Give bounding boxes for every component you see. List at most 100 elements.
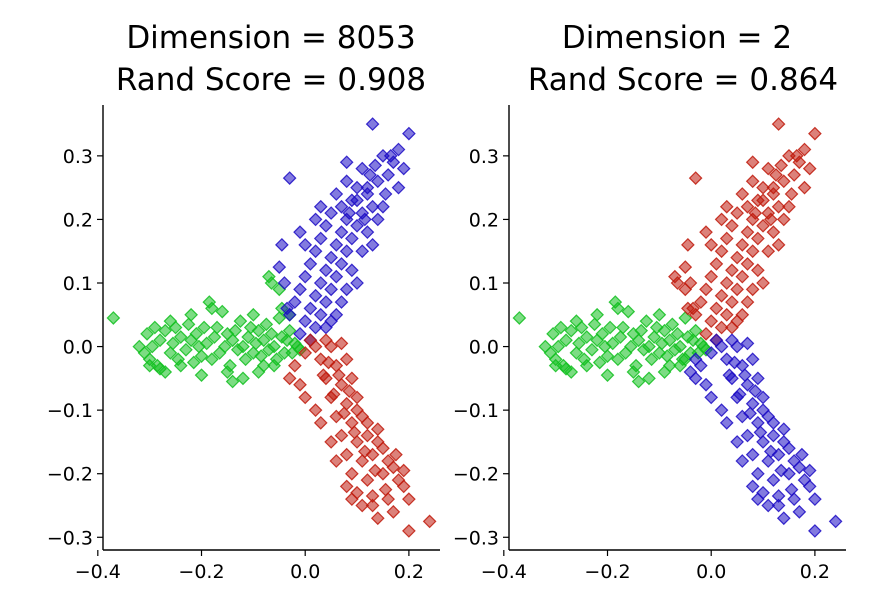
scatter-point <box>751 371 765 386</box>
scatter-point <box>267 339 281 354</box>
scatter-point <box>652 346 667 360</box>
scatter-point <box>745 352 760 367</box>
scatter-point <box>569 346 584 360</box>
scatter-point <box>313 307 328 322</box>
scatter-point <box>332 368 346 383</box>
scatter-point <box>303 257 318 271</box>
scatter-point <box>345 371 359 386</box>
scatter-point <box>740 225 755 239</box>
scatter-point <box>587 317 602 332</box>
scatter-point <box>564 323 579 338</box>
chart-title-line1: Dimension = 8053 <box>126 20 415 56</box>
scatter-point <box>782 199 796 214</box>
scatter-point <box>228 323 243 338</box>
scatter-point <box>402 492 416 506</box>
scatter-point <box>205 352 219 367</box>
y-axis-ticks: −0.3 −0.2 −0.1 0.0 0.1 0.2 0.3 <box>453 146 509 549</box>
scatter-point <box>355 454 370 468</box>
scatter-point <box>360 473 375 487</box>
scatter-point <box>735 454 750 468</box>
scatter-point <box>704 346 719 360</box>
scatter-point <box>644 352 659 367</box>
scatter-point <box>256 333 271 348</box>
scatter-point <box>787 454 802 468</box>
scatter-point <box>391 180 406 195</box>
scatter-point <box>631 333 646 348</box>
scatter-point <box>194 349 209 363</box>
scatter-point <box>147 320 162 335</box>
scatter-point <box>766 473 781 487</box>
x-tick-label: −0.4 <box>75 561 121 583</box>
scatter-points <box>512 117 843 538</box>
scatter-point <box>725 263 739 278</box>
scatter-point <box>719 276 734 290</box>
scatter-point <box>287 358 302 373</box>
scatter-point <box>396 463 411 478</box>
scatter-point <box>106 311 121 325</box>
scatter-point <box>241 330 256 344</box>
scatter-point <box>665 317 680 332</box>
scatter-point <box>163 346 178 360</box>
scatter-point <box>334 257 349 271</box>
scatter-point <box>326 387 341 402</box>
scatter-point <box>246 307 261 322</box>
scatter-point <box>776 174 791 189</box>
scatter-point <box>282 171 297 185</box>
scatter-point <box>140 327 154 341</box>
scatter-point <box>355 244 370 259</box>
scatter-point <box>740 336 755 351</box>
scatter-point <box>319 295 333 309</box>
scatter-point <box>753 425 768 440</box>
chart-title-line1: Dimension = 2 <box>562 20 792 56</box>
scatter-point <box>391 473 406 487</box>
scatter-point <box>592 355 607 370</box>
scatter-point <box>678 282 693 297</box>
scatter-point <box>365 117 380 131</box>
scatter-point <box>217 339 232 354</box>
scatter-point <box>233 314 248 328</box>
scatter-point <box>621 304 636 319</box>
scatter-point <box>179 342 193 357</box>
scatter-point <box>293 282 307 297</box>
scatter-point <box>280 301 294 316</box>
y-tick-label: −0.3 <box>47 527 93 549</box>
scatter-point <box>396 161 411 176</box>
scatter-point <box>704 314 719 328</box>
scatter-point <box>277 276 292 290</box>
scatter-point <box>564 365 579 379</box>
scatter-point <box>738 368 752 383</box>
scatter-point <box>345 492 359 506</box>
scatter-point <box>657 323 672 338</box>
scatter-point <box>298 390 313 405</box>
scatter-point <box>267 358 281 373</box>
scatter-point <box>272 311 287 325</box>
scatter-point <box>797 180 812 195</box>
scatter-point <box>740 199 755 214</box>
scatter-point <box>329 238 344 252</box>
scatter-point <box>699 225 713 239</box>
scatter-point <box>308 244 323 259</box>
y-tick-label: 0.1 <box>469 273 499 295</box>
scatter-point <box>623 339 638 354</box>
scatter-point <box>342 384 357 398</box>
scatter-point <box>787 492 802 506</box>
scatter-point <box>745 155 760 170</box>
scatter-point <box>184 307 198 322</box>
scatter-point <box>797 142 812 157</box>
scatter-point <box>166 336 180 351</box>
scatter-point <box>688 171 703 185</box>
scatter-point <box>319 218 333 233</box>
scatter-point <box>784 482 799 497</box>
scatter-point <box>350 276 364 290</box>
scatter-point <box>275 238 289 252</box>
scatter-point <box>199 336 214 351</box>
scatter-point <box>662 358 677 373</box>
scatter-point <box>365 498 380 513</box>
scatter-point <box>763 444 778 459</box>
scatter-point <box>360 416 375 430</box>
scatter-point <box>339 352 354 367</box>
scatter-point <box>808 524 822 538</box>
scatter-point <box>642 371 656 386</box>
scatter-point <box>802 463 817 478</box>
scatter-point <box>725 333 739 348</box>
